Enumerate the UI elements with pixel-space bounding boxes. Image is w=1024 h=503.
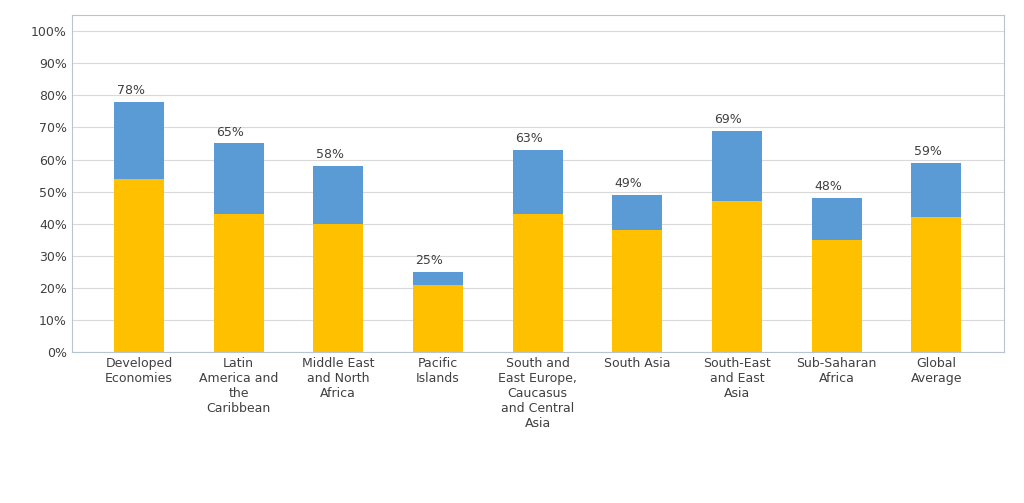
Bar: [612, 195, 663, 230]
Text: 69%: 69%: [715, 113, 742, 126]
Bar: [513, 150, 562, 214]
Bar: [911, 217, 962, 352]
Text: 49%: 49%: [614, 177, 643, 190]
Text: 25%: 25%: [416, 254, 443, 267]
Bar: [812, 240, 861, 352]
Bar: [214, 214, 263, 352]
Bar: [114, 102, 164, 179]
Bar: [812, 198, 861, 240]
Legend: Paperless trade, Cross-border paperless trade: Paperless trade, Cross-border paperless …: [362, 498, 713, 503]
Text: 63%: 63%: [515, 132, 543, 145]
Bar: [313, 224, 364, 352]
Bar: [712, 131, 762, 201]
Text: 59%: 59%: [913, 145, 942, 158]
Text: 78%: 78%: [117, 84, 144, 97]
Bar: [413, 272, 463, 285]
Bar: [114, 179, 164, 352]
Bar: [513, 214, 562, 352]
Bar: [911, 163, 962, 217]
Bar: [214, 143, 263, 214]
Bar: [612, 230, 663, 352]
Bar: [712, 201, 762, 352]
Text: 58%: 58%: [315, 148, 344, 161]
Bar: [313, 166, 364, 224]
Text: 65%: 65%: [216, 126, 244, 139]
Bar: [413, 285, 463, 352]
Text: 48%: 48%: [814, 180, 842, 193]
